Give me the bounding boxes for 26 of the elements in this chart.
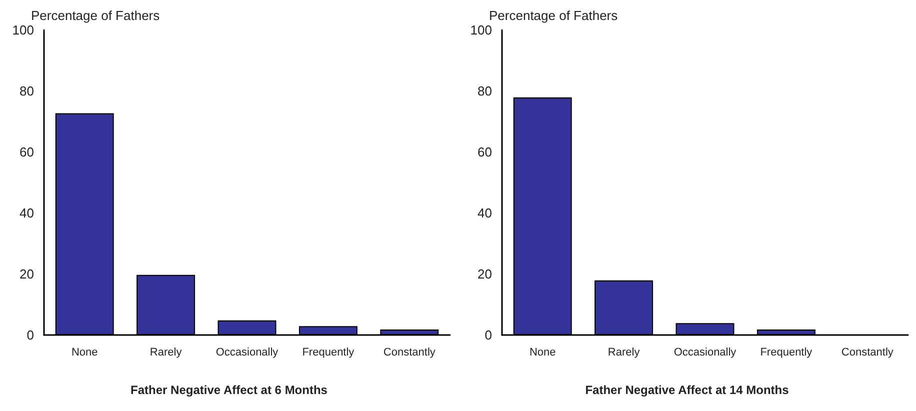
y-tick-label: 80 <box>478 84 492 98</box>
y-tick-label: 80 <box>20 84 34 98</box>
y-tick-label: 60 <box>478 144 492 160</box>
x-tick-label: Occasionally <box>216 346 279 358</box>
y-tick-label: 60 <box>20 144 34 160</box>
x-tick-label: Constantly <box>841 346 894 358</box>
y-tick-label: 100 <box>12 22 34 38</box>
x-tick-label: Rarely <box>150 346 182 358</box>
y-axis-title: Percentage of Fathers <box>489 8 618 23</box>
x-tick-label: Constantly <box>383 346 436 358</box>
y-tick-label: 0 <box>484 328 492 342</box>
y-axis-title: Percentage of Fathers <box>31 8 160 23</box>
x-tick-label: None <box>71 346 98 358</box>
y-tick-label: 40 <box>20 206 34 220</box>
y-tick-label: 40 <box>478 206 492 220</box>
x-tick-label: Frequently <box>760 346 813 358</box>
x-tick-label: Occasionally <box>674 346 737 358</box>
x-tick-label: Frequently <box>302 346 355 358</box>
x-axis-title: Father Negative Affect at 6 Months <box>130 383 328 397</box>
y-tick-label: 0 <box>26 328 34 342</box>
y-tick-label: 20 <box>478 266 492 282</box>
x-tick-label: Rarely <box>608 346 640 358</box>
y-tick-label: 100 <box>470 22 492 38</box>
x-tick-label: None <box>529 346 556 358</box>
x-axis-title: Father Negative Affect at 14 Months <box>585 383 790 397</box>
y-tick-label: 20 <box>20 266 34 282</box>
